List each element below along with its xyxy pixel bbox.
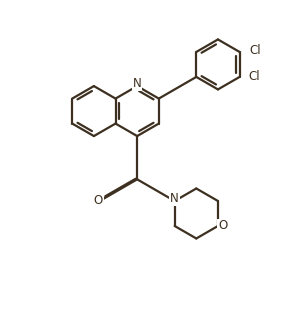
Text: N: N [133,77,141,91]
Text: N: N [170,192,179,205]
Text: O: O [218,220,228,233]
Text: Cl: Cl [248,70,260,83]
Text: Cl: Cl [249,44,261,57]
Text: O: O [94,194,103,207]
